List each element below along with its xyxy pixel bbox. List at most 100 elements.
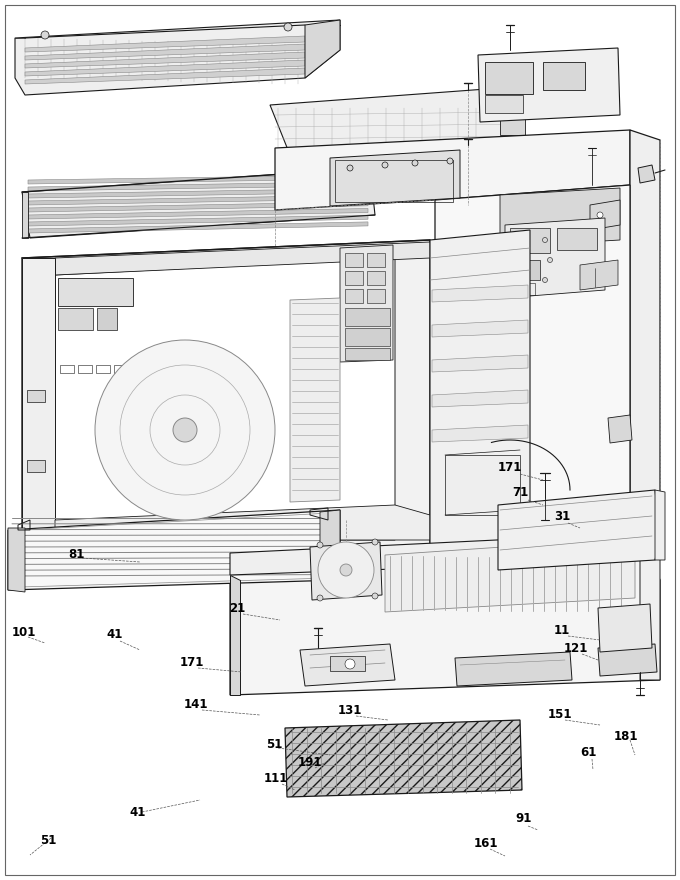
Bar (330, 656, 365, 671)
Bar (96, 365, 110, 373)
Polygon shape (8, 510, 340, 590)
Circle shape (41, 31, 49, 39)
Polygon shape (230, 533, 660, 695)
Polygon shape (22, 168, 375, 238)
Text: 131: 131 (338, 703, 362, 716)
Polygon shape (22, 240, 430, 560)
Bar (485, 95, 523, 113)
Bar (132, 365, 146, 373)
Polygon shape (28, 222, 368, 233)
Polygon shape (640, 558, 660, 680)
Polygon shape (55, 505, 430, 540)
Polygon shape (188, 508, 207, 520)
Bar (335, 160, 453, 202)
Polygon shape (25, 44, 305, 60)
Text: 81: 81 (68, 547, 84, 561)
Polygon shape (55, 242, 430, 275)
Bar (345, 289, 363, 303)
Polygon shape (28, 216, 368, 226)
Bar (58, 308, 93, 330)
Polygon shape (580, 260, 618, 290)
Polygon shape (28, 202, 368, 212)
Bar (27, 390, 45, 402)
Bar (445, 455, 520, 515)
Bar (345, 253, 363, 267)
Text: 171: 171 (180, 656, 204, 669)
Text: 11: 11 (554, 624, 570, 636)
Polygon shape (432, 320, 528, 337)
Circle shape (372, 593, 378, 599)
Polygon shape (498, 490, 660, 570)
Circle shape (318, 542, 374, 598)
Text: 121: 121 (564, 642, 588, 655)
Circle shape (317, 542, 323, 548)
Polygon shape (28, 188, 368, 198)
Bar (557, 228, 597, 250)
Text: 151: 151 (548, 708, 573, 721)
Polygon shape (598, 604, 652, 652)
Circle shape (382, 162, 388, 168)
Polygon shape (25, 36, 305, 52)
Polygon shape (432, 390, 528, 407)
Polygon shape (598, 644, 657, 676)
Circle shape (447, 158, 453, 164)
Polygon shape (55, 258, 395, 540)
Bar (150, 365, 164, 373)
Polygon shape (432, 425, 528, 442)
Polygon shape (270, 88, 525, 155)
Text: 71: 71 (512, 486, 528, 498)
Text: 141: 141 (184, 698, 208, 710)
Polygon shape (230, 575, 240, 695)
Bar (114, 365, 128, 373)
Text: 191: 191 (298, 756, 322, 768)
Polygon shape (638, 165, 655, 183)
Polygon shape (630, 130, 660, 540)
Bar (367, 289, 385, 303)
Polygon shape (25, 68, 305, 84)
Bar (543, 62, 585, 90)
Circle shape (372, 539, 378, 545)
Polygon shape (28, 181, 368, 191)
Circle shape (412, 160, 418, 166)
Polygon shape (435, 185, 630, 545)
Polygon shape (25, 60, 305, 76)
Circle shape (347, 165, 353, 171)
Circle shape (95, 340, 275, 520)
Bar (367, 271, 385, 285)
Circle shape (317, 595, 323, 601)
Polygon shape (432, 285, 528, 302)
Polygon shape (28, 175, 368, 184)
Polygon shape (290, 298, 340, 502)
Polygon shape (275, 130, 630, 210)
Bar (58, 278, 133, 306)
Circle shape (173, 418, 197, 442)
Text: 171: 171 (498, 460, 522, 473)
Polygon shape (500, 88, 525, 135)
Bar (78, 365, 92, 373)
Polygon shape (432, 355, 528, 372)
Polygon shape (340, 245, 393, 362)
Polygon shape (655, 490, 665, 560)
Bar (345, 308, 390, 326)
Polygon shape (22, 258, 55, 540)
Bar (510, 260, 540, 280)
Polygon shape (430, 230, 530, 560)
Polygon shape (22, 192, 28, 238)
Text: 161: 161 (474, 837, 498, 849)
Bar (485, 62, 533, 94)
Polygon shape (28, 209, 368, 219)
Text: 61: 61 (580, 745, 596, 759)
Text: 21: 21 (229, 602, 245, 614)
Circle shape (345, 659, 355, 669)
Polygon shape (505, 218, 605, 298)
Text: 41: 41 (107, 627, 123, 641)
Polygon shape (300, 644, 395, 686)
Bar (345, 328, 390, 346)
Polygon shape (455, 652, 572, 686)
Circle shape (547, 258, 552, 262)
Bar (27, 460, 45, 472)
Bar (345, 348, 390, 360)
Bar (97, 308, 117, 330)
Text: 181: 181 (614, 730, 639, 743)
Polygon shape (320, 510, 340, 580)
